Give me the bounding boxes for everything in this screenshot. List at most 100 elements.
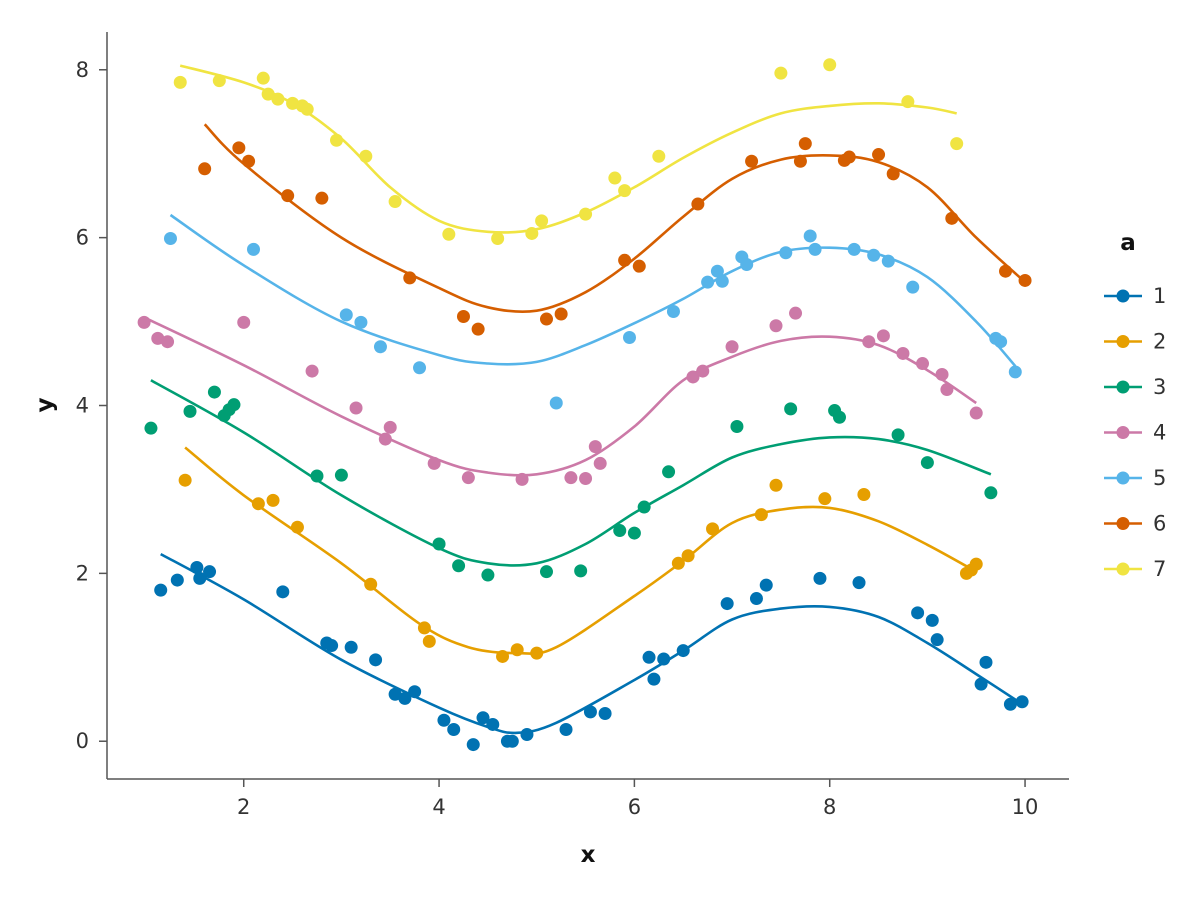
series-6-point bbox=[242, 154, 256, 168]
legend-item-2: 2 bbox=[1104, 330, 1166, 354]
series-7-point bbox=[823, 58, 837, 72]
legend-label: 7 bbox=[1153, 557, 1166, 581]
series-3-point bbox=[310, 469, 324, 483]
series-5-point bbox=[666, 304, 680, 318]
series-6-point bbox=[554, 307, 568, 321]
series-5-point bbox=[373, 340, 387, 354]
series-1-point bbox=[559, 722, 573, 736]
series-1-line bbox=[160, 552, 1026, 735]
series-6-point bbox=[232, 141, 246, 155]
series-2-line bbox=[184, 446, 977, 656]
legend-item-6: 6 bbox=[1104, 512, 1166, 536]
series-4-point bbox=[349, 401, 363, 415]
series-1-point bbox=[193, 571, 207, 585]
series-1-point bbox=[203, 565, 217, 579]
series-3-line bbox=[150, 379, 992, 567]
y-tick-label: 4 bbox=[76, 394, 89, 418]
legend-item-7: 7 bbox=[1104, 557, 1166, 581]
smooth-curves bbox=[143, 64, 1026, 735]
series-5-point bbox=[803, 229, 817, 243]
series-2-point bbox=[290, 520, 304, 534]
series-4-point bbox=[515, 472, 529, 486]
series-5-line bbox=[169, 213, 1017, 367]
legend-label: 4 bbox=[1153, 421, 1166, 445]
legend-swatch-point bbox=[1116, 471, 1130, 485]
series-1-point bbox=[520, 728, 534, 742]
series-2-point bbox=[969, 557, 983, 571]
series-4-point bbox=[862, 335, 876, 349]
series-7-point bbox=[330, 133, 344, 147]
series-1-point bbox=[598, 707, 612, 721]
series-4-point bbox=[789, 306, 803, 320]
legend-title: a bbox=[1120, 230, 1136, 256]
series-2-point bbox=[266, 493, 280, 507]
series-4-point bbox=[593, 456, 607, 470]
series-4-point bbox=[461, 471, 475, 485]
series-1-point bbox=[759, 578, 773, 592]
series-1-point bbox=[398, 691, 412, 705]
series-2-point bbox=[754, 508, 768, 522]
series-3-point bbox=[183, 404, 197, 418]
series-3-point bbox=[784, 402, 798, 416]
series-3-point bbox=[481, 568, 495, 582]
series-4-point bbox=[378, 432, 392, 446]
series-2-point bbox=[769, 478, 783, 492]
series-6-point bbox=[198, 162, 212, 176]
series-3-point bbox=[730, 419, 744, 433]
series-4-point bbox=[916, 357, 930, 371]
series-4-point bbox=[579, 472, 593, 486]
series-7-point bbox=[525, 226, 539, 240]
series-4-point bbox=[896, 346, 910, 360]
series-2-point bbox=[671, 556, 685, 570]
series-1-point bbox=[720, 597, 734, 611]
series-1-point bbox=[1003, 697, 1017, 711]
series-1-point bbox=[749, 592, 763, 606]
series-2-point bbox=[818, 492, 832, 506]
series-4-point bbox=[427, 456, 441, 470]
series-4-point bbox=[151, 331, 165, 345]
legend-item-3: 3 bbox=[1104, 375, 1166, 399]
series-6-point bbox=[471, 322, 485, 336]
legend-item-1: 1 bbox=[1104, 284, 1166, 308]
series-1-point bbox=[642, 650, 656, 664]
series-1-point bbox=[466, 738, 480, 752]
series-1-point bbox=[369, 653, 383, 667]
series-2-point bbox=[857, 487, 871, 501]
series-7-point bbox=[271, 92, 285, 106]
legend-swatch-point bbox=[1116, 380, 1130, 394]
series-1-point bbox=[437, 713, 451, 727]
series-6-point bbox=[456, 310, 470, 324]
series-1-point bbox=[813, 571, 827, 585]
series-5-point bbox=[354, 315, 368, 329]
x-tick-label: 6 bbox=[628, 795, 641, 819]
series-3-point bbox=[574, 564, 588, 578]
y-tick-label: 0 bbox=[76, 729, 89, 753]
series-5-point bbox=[881, 254, 895, 268]
series-7-point bbox=[212, 74, 226, 88]
y-tick-label: 8 bbox=[76, 58, 89, 82]
series-2-point bbox=[422, 634, 436, 648]
series-1-point bbox=[974, 677, 988, 691]
series-1-point bbox=[647, 672, 661, 686]
series-7-point bbox=[300, 102, 314, 116]
series-7-point bbox=[491, 231, 505, 245]
series-6-point bbox=[842, 150, 856, 164]
series-2-point bbox=[417, 621, 431, 635]
series-6-point bbox=[1018, 273, 1032, 287]
series-2-point bbox=[251, 497, 265, 511]
series-7-point bbox=[618, 184, 632, 198]
series-5-point bbox=[906, 280, 920, 294]
series-3-point bbox=[627, 526, 641, 540]
series-3-point bbox=[334, 468, 348, 482]
series-1-point bbox=[657, 652, 671, 666]
series-4-point bbox=[564, 471, 578, 485]
series-1-point bbox=[925, 613, 939, 627]
series-7-point bbox=[535, 214, 549, 228]
series-4-point bbox=[237, 315, 251, 329]
series-1-point bbox=[1015, 695, 1029, 709]
x-tick-label: 4 bbox=[432, 795, 445, 819]
series-6-point bbox=[745, 154, 759, 168]
series-6-point bbox=[945, 211, 959, 225]
